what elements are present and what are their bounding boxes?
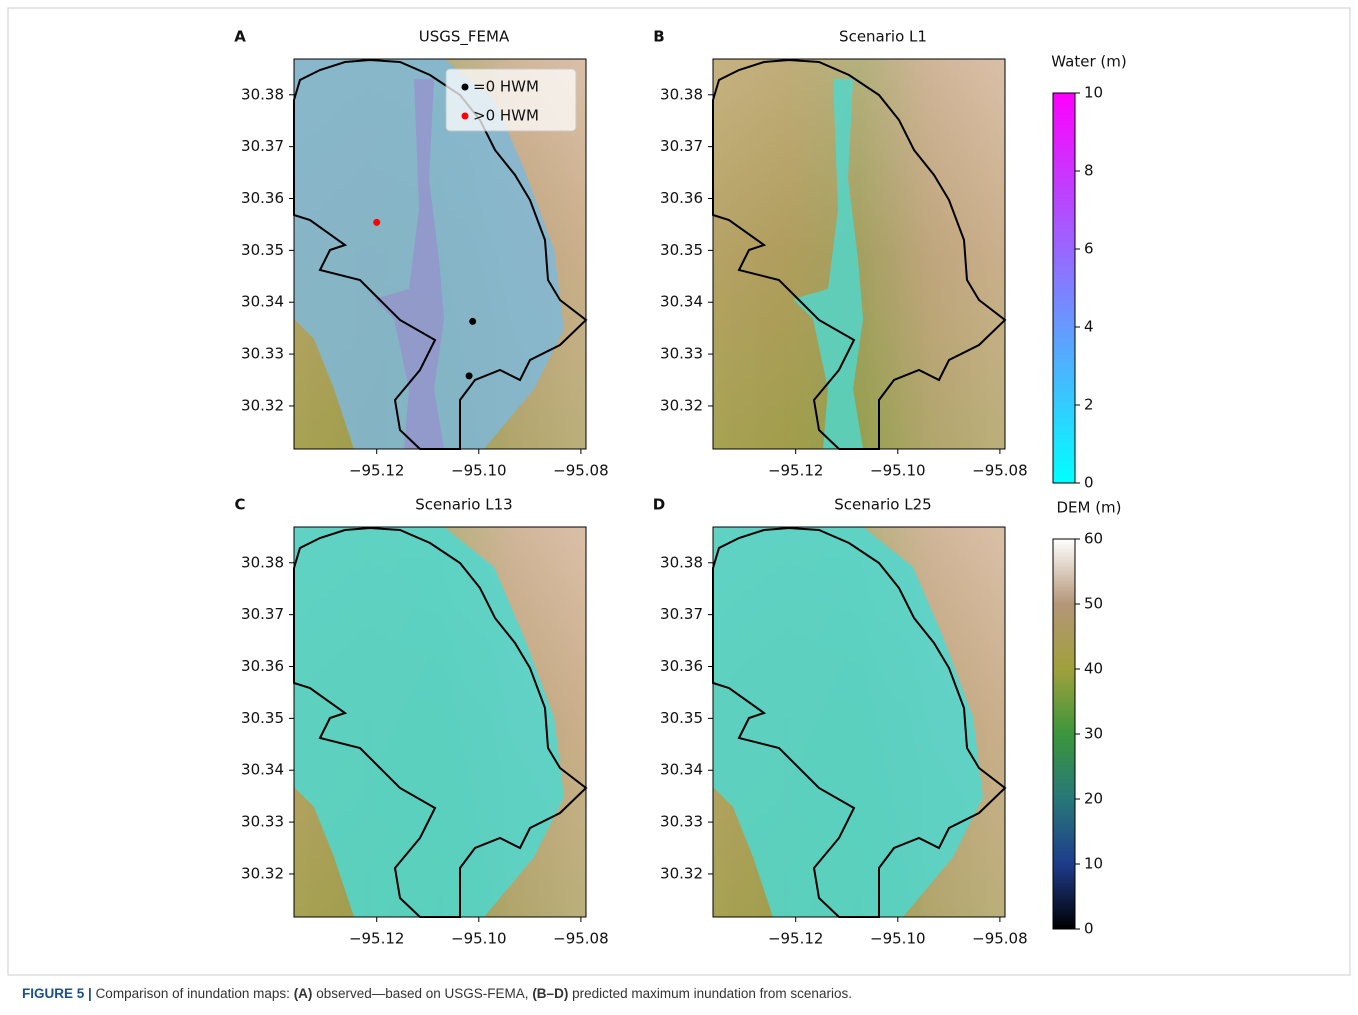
watershed-boundary	[293, 58, 588, 450]
plot-frame	[293, 526, 587, 918]
y-tick-label: 30.33	[241, 345, 284, 363]
legend-box	[445, 68, 577, 132]
panel-title: Scenario L1	[839, 28, 927, 46]
colorbar-tick-label: 20	[1084, 790, 1103, 808]
plot-frame	[712, 526, 1006, 918]
legend-label: >0 HWM	[473, 107, 539, 125]
watershed-boundary	[293, 526, 588, 918]
watershed-boundary	[712, 58, 1007, 450]
x-tick-label: −95.10	[870, 462, 926, 480]
x-tick-label: −95.12	[349, 930, 405, 948]
x-tick-label: −95.10	[451, 462, 507, 480]
y-tick-label: 30.36	[241, 657, 284, 675]
caption-text: Comparison of inundation maps:	[96, 986, 290, 1001]
inundation	[294, 527, 564, 917]
x-tick-label: −95.08	[972, 930, 1028, 948]
panel-label: A	[234, 28, 246, 46]
colorbar-tick-label: 10	[1084, 855, 1103, 873]
colorbar-tick-label: 10	[1084, 84, 1103, 102]
colorbar	[1052, 538, 1076, 930]
panel-label: B	[653, 28, 664, 46]
colorbar-title: Water (m)	[1051, 53, 1126, 71]
y-tick-label: 30.35	[660, 709, 703, 727]
watershed-boundary	[712, 526, 1007, 918]
y-tick-label: 30.37	[241, 605, 284, 623]
y-tick-label: 30.33	[660, 345, 703, 363]
x-tick-label: −95.12	[349, 462, 405, 480]
map-panel: A USGS_FEMA −95.12 −95.10 −95.08 30.32 30.33 30…	[234, 28, 608, 480]
y-tick-label: 30.38	[660, 553, 703, 571]
y-tick-label: 30.36	[241, 189, 284, 207]
colorbar-tick-label: 30	[1084, 725, 1103, 743]
y-tick-label: 30.35	[660, 241, 703, 259]
x-tick-label: −95.08	[553, 462, 609, 480]
hwm-point	[465, 372, 473, 380]
y-tick-label: 30.35	[241, 241, 284, 259]
plot-frame	[293, 58, 587, 450]
y-tick-label: 30.34	[241, 293, 284, 311]
y-tick-label: 30.32	[241, 396, 284, 414]
y-tick-label: 30.38	[241, 553, 284, 571]
colorbar-tick-label: 4	[1084, 318, 1094, 336]
x-tick-label: −95.12	[768, 462, 824, 480]
colorbar-tick-label: 60	[1084, 530, 1103, 548]
map-panel: D Scenario L25 −95.12 −95.10 −95.08 30.32 30.3…	[653, 496, 1028, 948]
y-tick-label: 30.32	[660, 864, 703, 882]
colorbar-tick-label: 0	[1084, 920, 1094, 938]
panel-label: C	[234, 496, 245, 514]
y-tick-label: 30.34	[660, 761, 703, 779]
panel-title: Scenario L25	[834, 496, 931, 514]
hwm-point	[469, 317, 477, 325]
y-tick-label: 30.38	[660, 85, 703, 103]
y-tick-label: 30.33	[241, 813, 284, 831]
colorbar-tick-label: 6	[1084, 240, 1094, 258]
y-tick-label: 30.35	[241, 709, 284, 727]
y-tick-label: 30.38	[241, 85, 284, 103]
y-tick-label: 30.33	[660, 813, 703, 831]
y-tick-label: 30.36	[660, 189, 703, 207]
hwm-point	[373, 218, 381, 226]
caption-bold: (B–D)	[532, 986, 568, 1001]
y-tick-label: 30.36	[660, 657, 703, 675]
colorbar-tick-label: 50	[1084, 595, 1103, 613]
panel-title: USGS_FEMA	[419, 28, 510, 47]
map-panel: B Scenario L1 −95.12 −95.10 −95.08 30.32 30.33…	[653, 28, 1027, 480]
colorbar-title: DEM (m)	[1056, 499, 1121, 517]
y-tick-label: 30.37	[660, 137, 703, 155]
colorbar-tick-label: 8	[1084, 162, 1094, 180]
x-tick-label: −95.10	[870, 930, 926, 948]
y-tick-label: 30.32	[660, 396, 703, 414]
x-tick-label: −95.10	[451, 930, 507, 948]
caption: FIGURE 5 | Comparison of inundation maps…	[22, 986, 852, 1001]
panel-label: D	[653, 496, 665, 514]
map-panel: C Scenario L13 −95.12 −95.10 −95.08 30.32 30.3…	[234, 496, 608, 948]
caption-text: observed—based on USGS-FEMA,	[316, 986, 528, 1001]
caption-text: predicted maximum inundation from scenar…	[572, 986, 852, 1001]
x-tick-label: −95.08	[972, 462, 1028, 480]
x-tick-label: −95.08	[553, 930, 609, 948]
y-tick-label: 30.37	[241, 137, 284, 155]
y-tick-label: 30.34	[241, 761, 284, 779]
legend-label: =0 HWM	[473, 78, 539, 96]
x-tick-label: −95.12	[768, 930, 824, 948]
caption-label: FIGURE 5 |	[22, 986, 92, 1001]
colorbar-tick-label: 2	[1084, 396, 1094, 414]
colorbar	[1052, 92, 1076, 484]
y-tick-label: 30.32	[241, 864, 284, 882]
inundation	[713, 527, 983, 917]
figure-frame	[7, 7, 1351, 976]
dem-shade	[713, 59, 1005, 449]
caption-bold: (A)	[294, 986, 313, 1001]
plot-frame	[712, 58, 1006, 450]
legend-marker	[461, 83, 469, 91]
y-tick-label: 30.37	[660, 605, 703, 623]
panel-title: Scenario L13	[415, 496, 512, 514]
colorbar-tick-label: 0	[1084, 474, 1094, 492]
y-tick-label: 30.34	[660, 293, 703, 311]
colorbar-tick-label: 40	[1084, 660, 1103, 678]
legend-marker	[461, 112, 469, 120]
